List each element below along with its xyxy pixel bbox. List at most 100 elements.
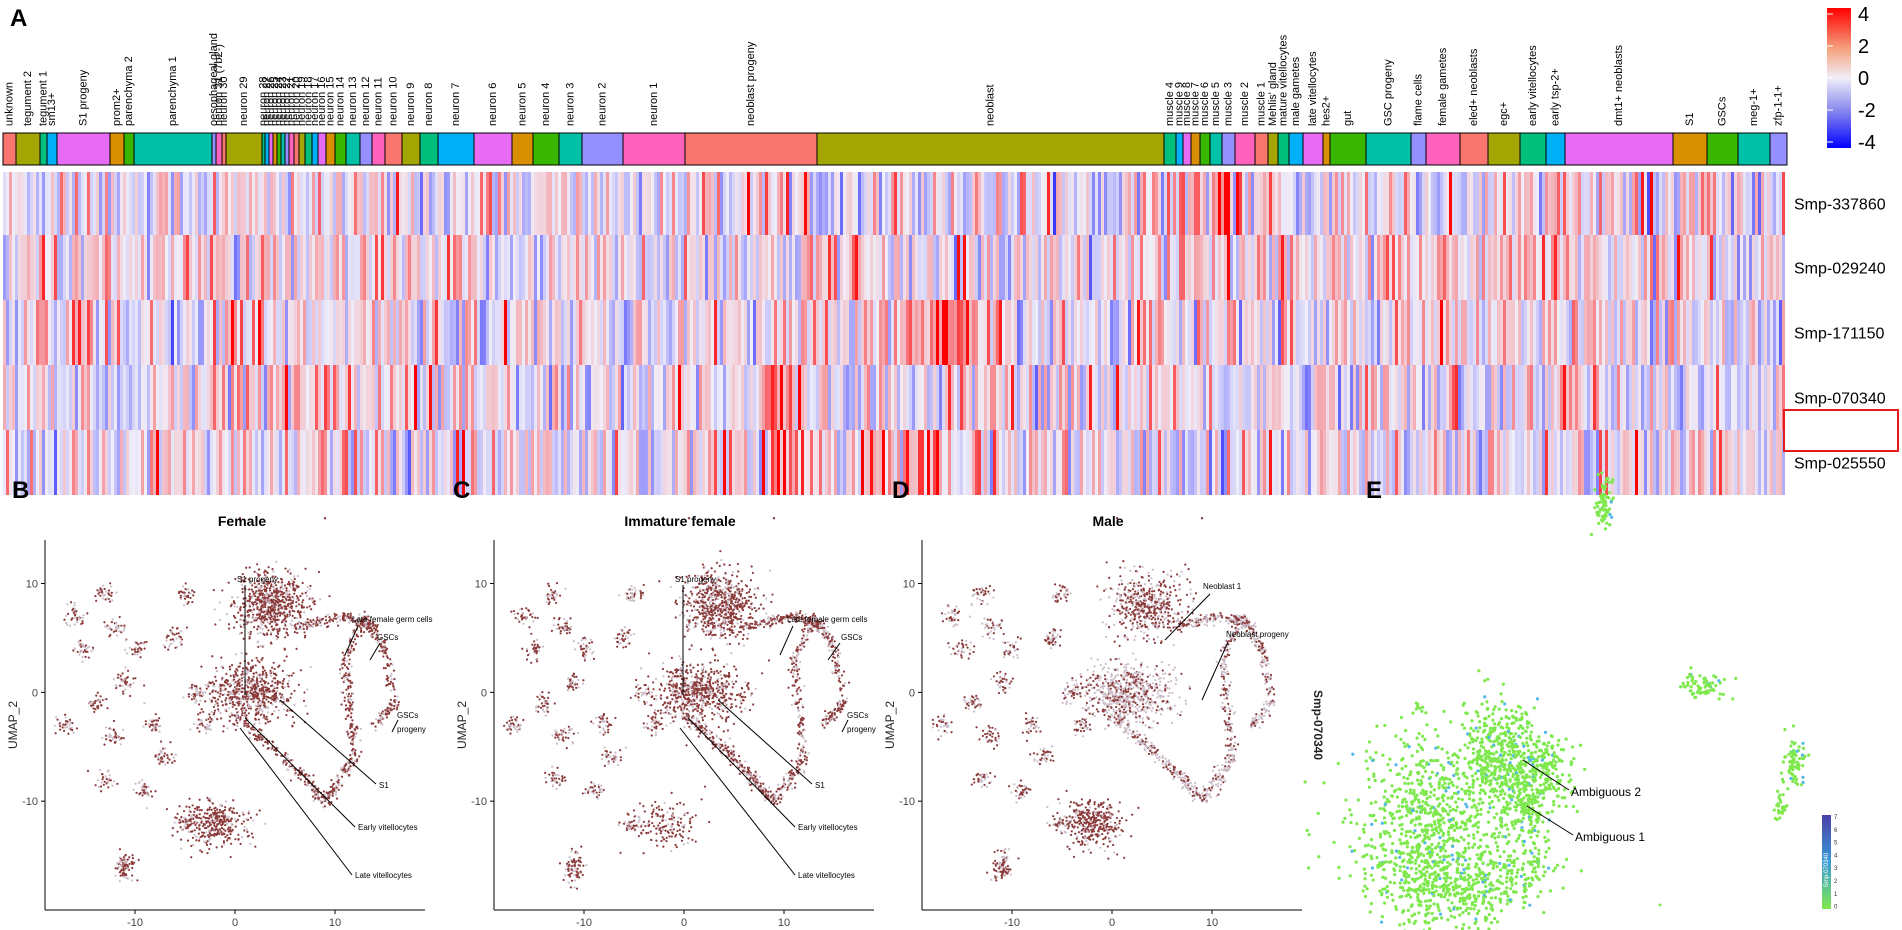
heatmap-cell	[48, 235, 51, 300]
heatmap-cell	[1185, 365, 1188, 430]
heatmap-cell	[294, 365, 297, 430]
heatmap-cell	[1725, 365, 1728, 430]
heatmap-cell	[1155, 300, 1158, 365]
heatmap-cell	[783, 172, 786, 235]
heatmap-cell	[1542, 300, 1545, 365]
heatmap-cell	[1617, 172, 1620, 235]
heatmap-cell	[24, 300, 27, 365]
heatmap-cell	[474, 172, 477, 235]
heatmap-cell	[714, 365, 717, 430]
heatmap-cell	[1626, 300, 1629, 365]
y-axis-label: UMAP_2	[883, 701, 897, 749]
heatmap-cell	[1113, 300, 1116, 365]
heatmap-cell	[450, 172, 453, 235]
cluster-swatch	[1365, 132, 1412, 166]
heatmap-cell	[489, 235, 492, 300]
heatmap-cell	[24, 365, 27, 430]
heatmap-cell	[306, 300, 309, 365]
heatmap-cell	[990, 235, 993, 300]
heatmap-cell	[234, 365, 237, 430]
heatmap-cell	[1581, 172, 1584, 235]
heatmap-cell	[885, 235, 888, 300]
color-legend-ticks: 420-2-4	[1827, 4, 1876, 154]
heatmap-cell	[402, 365, 405, 430]
x-tick-label: 0	[1109, 917, 1115, 929]
heatmap-cell	[927, 172, 930, 235]
heatmap-cell	[432, 430, 435, 495]
heatmap-cell	[948, 300, 951, 365]
heatmap-cell	[1455, 430, 1458, 495]
heatmap-cell	[1287, 235, 1290, 300]
heatmap-cell	[1668, 172, 1671, 235]
heatmap-cell	[1371, 430, 1374, 495]
heatmap-cell	[1203, 365, 1206, 430]
heatmap-cell	[1341, 172, 1344, 235]
heatmap-cell	[1617, 430, 1620, 495]
heatmap-cell	[129, 300, 132, 365]
heatmap-cell	[900, 172, 903, 235]
heatmap-cell	[999, 430, 1002, 495]
heatmap-cell	[1308, 365, 1311, 430]
heatmap-cell	[96, 300, 99, 365]
cluster-swatch	[1519, 132, 1547, 166]
heatmap-cell	[570, 300, 573, 365]
heatmap-cell	[1533, 300, 1536, 365]
heatmap-cell	[156, 430, 159, 495]
heatmap-cell	[1578, 172, 1581, 235]
heatmap-cell	[843, 430, 846, 495]
heatmap-cell	[816, 235, 819, 300]
heatmap-cell	[1725, 300, 1728, 365]
heatmap-cell	[63, 430, 66, 495]
heatmap-cell	[201, 430, 204, 495]
heatmap-cell	[108, 235, 111, 300]
heatmap-cell	[546, 430, 549, 495]
heatmap-cell	[654, 365, 657, 430]
heatmap-cell	[1128, 365, 1131, 430]
heatmap-cell	[1179, 300, 1182, 365]
heatmap-cell	[1368, 430, 1371, 495]
heatmap-cell	[903, 172, 906, 235]
heatmap-cell	[864, 172, 867, 235]
heatmap-cell	[336, 430, 339, 495]
cluster-swatch	[1302, 132, 1324, 166]
heatmap-cell	[1557, 430, 1560, 495]
heatmap-cell	[1239, 430, 1242, 495]
heatmap-cell	[1044, 235, 1047, 300]
heatmap-cell	[1398, 235, 1401, 300]
heatmap-cell	[51, 300, 54, 365]
heatmap-cell	[1482, 235, 1485, 300]
heatmap-cell	[1260, 365, 1263, 430]
heatmap-cell	[1146, 430, 1149, 495]
heatmap-cell	[708, 365, 711, 430]
heatmap-cell	[1770, 300, 1773, 365]
heatmap-cell	[255, 430, 258, 495]
heatmap-cell	[159, 172, 162, 235]
heatmap-cell	[996, 430, 999, 495]
heatmap-cell	[1683, 172, 1686, 235]
heatmap-cell	[1767, 235, 1770, 300]
heatmap-cell	[1137, 430, 1140, 495]
heatmap-cell	[654, 430, 657, 495]
heatmap-cell	[1455, 365, 1458, 430]
heatmap-cell	[714, 300, 717, 365]
heatmap-cell	[78, 235, 81, 300]
heatmap-cell	[1719, 430, 1722, 495]
heatmap-cell	[1083, 300, 1086, 365]
heatmap-cell	[1518, 235, 1521, 300]
heatmap-cell	[438, 365, 441, 430]
heatmap-cell	[162, 172, 165, 235]
heatmap-cell	[1707, 235, 1710, 300]
heatmap-cell	[993, 172, 996, 235]
heatmap-cell	[909, 430, 912, 495]
heatmap-cell	[216, 430, 219, 495]
heatmap-cell	[642, 365, 645, 430]
heatmap-cell	[15, 235, 18, 300]
heatmap-cell	[1287, 300, 1290, 365]
heatmap-cell	[1371, 365, 1374, 430]
heatmap-cell	[1722, 300, 1725, 365]
heatmap-cell	[9, 172, 12, 235]
heatmap-cell	[1746, 235, 1749, 300]
heatmap-cell	[717, 365, 720, 430]
heatmap-cell	[909, 300, 912, 365]
